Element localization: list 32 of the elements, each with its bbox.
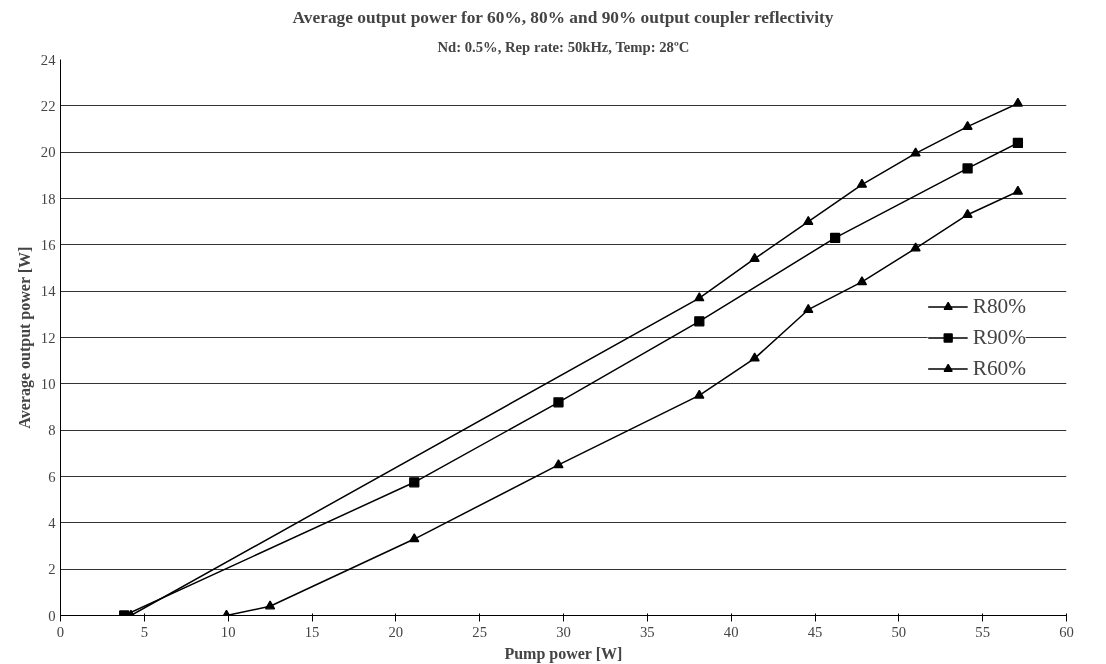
x-tick-label: 55 <box>975 623 990 640</box>
y-tick-label: 10 <box>40 375 56 392</box>
y-tick-label: 16 <box>40 236 56 253</box>
y-axis-title: Average output power [W] <box>15 246 34 429</box>
y-tick-label: 24 <box>40 51 57 68</box>
x-tick-label: 35 <box>640 623 655 640</box>
x-tick-label: 50 <box>891 623 907 640</box>
y-tick-label: 22 <box>40 97 56 114</box>
y-tick-label: 18 <box>40 190 56 207</box>
legend-label: R90% <box>972 324 1026 350</box>
x-tick-label: 25 <box>472 623 487 640</box>
y-tick-label: 12 <box>40 329 56 346</box>
y-tick-label: 8 <box>48 422 56 439</box>
x-tick-label: 40 <box>723 623 739 640</box>
y-tick-label: 14 <box>40 283 57 300</box>
legend-label: R60% <box>972 355 1026 381</box>
x-tick-label: 10 <box>220 623 236 640</box>
y-tick-label: 0 <box>48 607 56 624</box>
x-tick-label: 5 <box>140 623 148 640</box>
x-tick-label: 15 <box>304 623 320 640</box>
x-axis-title: Pump power [W] <box>504 644 623 663</box>
chart-title: Average output power for 60%, 80% and 90% output coupler reflectivity <box>292 7 834 27</box>
y-tick-label: 6 <box>48 468 56 485</box>
x-tick-label: 45 <box>807 623 823 640</box>
x-tick-label: 60 <box>1059 623 1074 640</box>
legend-label: R80% <box>972 293 1026 319</box>
chart-subtitle: Nd: 0.5%, Rep rate: 50kHz, Temp: 28ºC <box>437 38 690 55</box>
y-tick-label: 20 <box>40 144 56 161</box>
y-tick-label: 2 <box>48 561 56 578</box>
x-tick-label: 30 <box>556 623 571 640</box>
y-tick-label: 4 <box>48 514 57 531</box>
x-tick-label: 20 <box>388 623 404 640</box>
